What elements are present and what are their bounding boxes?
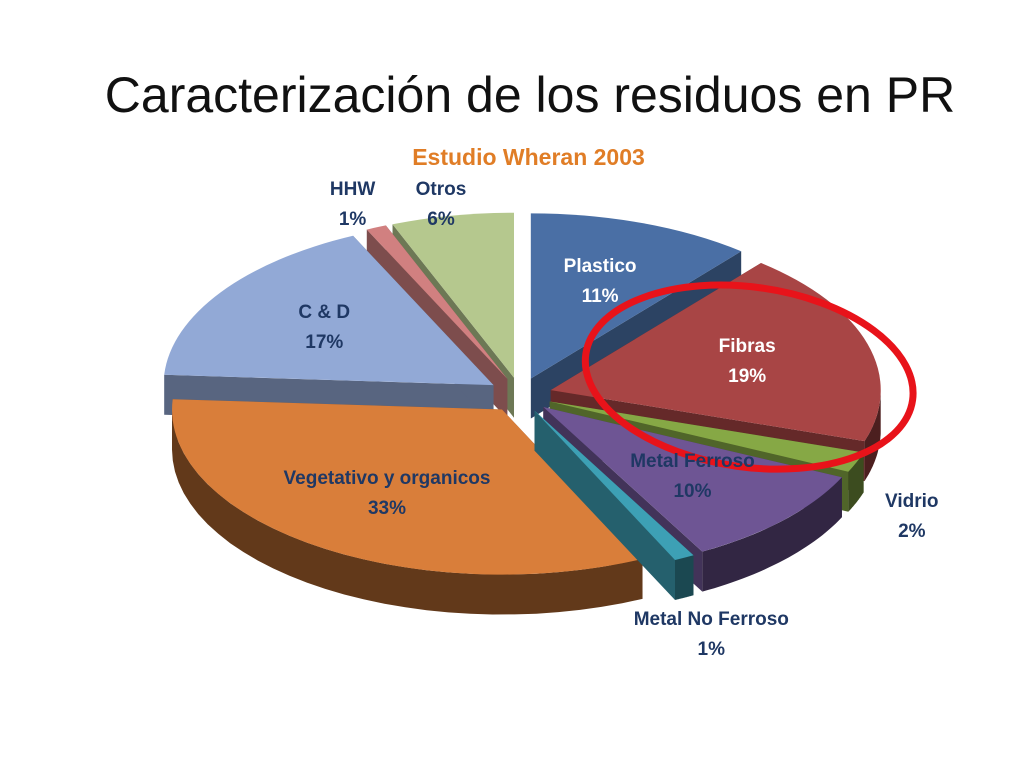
data-label-metal-no-ferroso: Metal No Ferroso 1%: [634, 605, 789, 665]
highlight-ellipse: [581, 281, 917, 473]
data-label-name: Metal Ferroso: [630, 451, 755, 473]
data-label-fibras: Fibras 19%: [719, 332, 776, 392]
data-label-metal-ferroso: Metal Ferroso 10%: [630, 447, 755, 507]
data-label-value: 1%: [697, 638, 726, 660]
data-label-c-and-d: C & D 17%: [298, 298, 350, 358]
data-label-otros: Otros 6%: [416, 175, 467, 235]
chart-title: Estudio Wheran 2003: [412, 144, 645, 170]
data-label-value: 17%: [305, 331, 344, 353]
data-label-hhw: HHW 1%: [330, 175, 375, 235]
data-label-name: HHW: [329, 179, 376, 200]
data-label-vidrio: Vidrio 2%: [885, 487, 939, 547]
data-label-name: Metal No Ferroso: [633, 608, 789, 630]
data-label-name: C & D: [298, 301, 351, 323]
data-label-name: Plastico: [563, 256, 637, 278]
slide-title: Caracterización de los residuos en PR: [104, 67, 956, 123]
data-label-name: Fibras: [718, 335, 776, 357]
data-label-name: Otros: [415, 179, 467, 200]
data-label-value: 2%: [898, 521, 926, 543]
data-label-name: Vidrio: [885, 491, 939, 513]
data-label-value: 6%: [427, 209, 455, 230]
data-label-value: 10%: [673, 481, 712, 503]
data-label-value: 19%: [728, 365, 767, 387]
data-label-vegetativo-y-organicos: Vegetativo y organicos 33%: [284, 464, 491, 524]
slice-vegetativo-y-organicos: [172, 399, 643, 615]
data-label-name: Vegetativo y organicos: [283, 468, 491, 490]
slice-metal-no-ferroso: [534, 410, 694, 600]
data-label-value: 11%: [581, 286, 619, 308]
data-label-plastico: Plastico 11%: [564, 252, 637, 312]
data-label-value: 1%: [338, 209, 367, 230]
data-label-value: 33%: [367, 498, 407, 520]
